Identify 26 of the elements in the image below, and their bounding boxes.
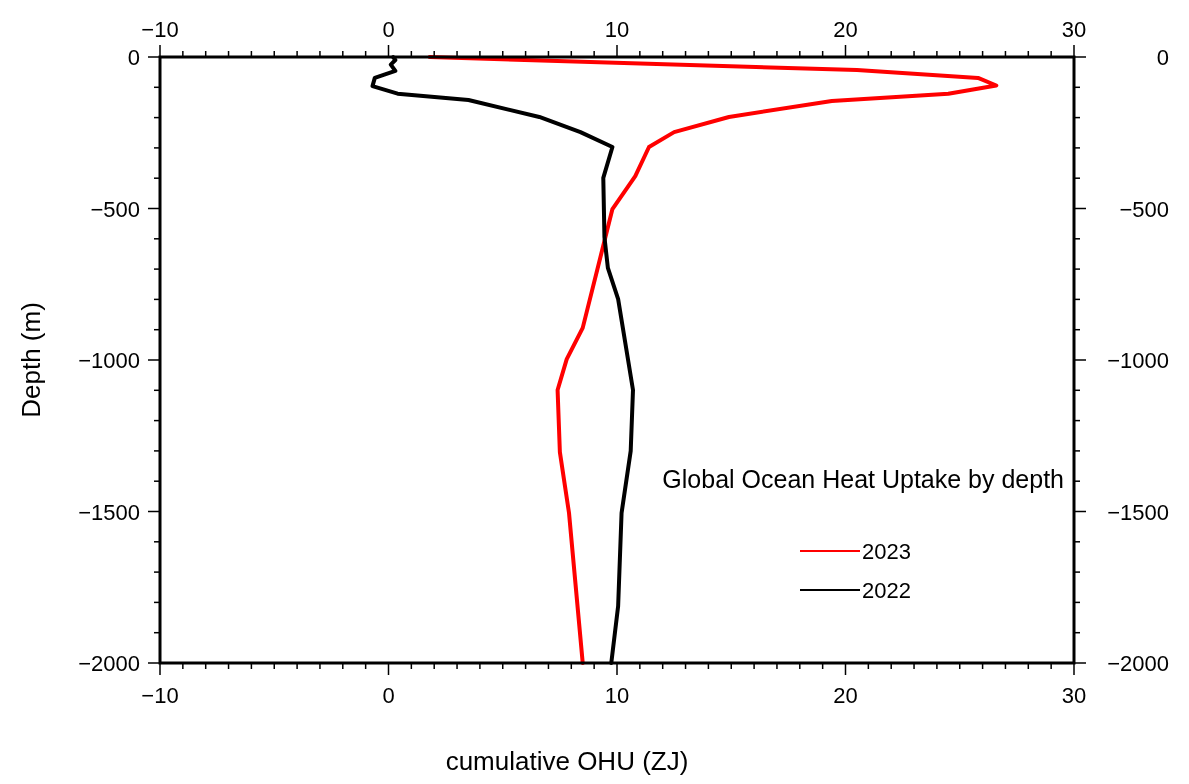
annotation: Global Ocean Heat Uptake by depth xyxy=(662,465,1064,493)
y2-tick-label: −500 xyxy=(1119,196,1169,222)
x2-tick-label: 20 xyxy=(833,683,858,708)
legend-label: 2022 xyxy=(862,578,911,603)
y-axis-title: Depth (m) xyxy=(16,302,46,418)
x2-tick-label: 0 xyxy=(382,683,395,708)
y-tick-label: −500 xyxy=(90,196,140,222)
x2-tick-label: 10 xyxy=(604,683,630,708)
y-tick-label: −1000 xyxy=(78,348,140,373)
x-tick-label: −10 xyxy=(141,17,179,42)
y-tick-label: −2000 xyxy=(78,651,140,676)
x-tick-label: 30 xyxy=(1061,17,1087,42)
y2-tick-label: −1500 xyxy=(1107,499,1169,525)
x2-tick-label: 30 xyxy=(1061,683,1087,708)
y2-tick-label: 0 xyxy=(1156,45,1169,70)
y-tick-label: −1500 xyxy=(78,499,140,525)
x-axis-title: cumulative OHU (ZJ) xyxy=(445,746,689,776)
y2-tick-label: −2000 xyxy=(1107,651,1169,676)
y2-tick-label: −1000 xyxy=(1107,348,1169,373)
x-tick-label: 10 xyxy=(604,17,630,42)
x-tick-label: 0 xyxy=(382,17,395,42)
x-tick-label: 20 xyxy=(833,17,858,42)
legend-label: 2023 xyxy=(862,539,911,564)
y-tick-label: 0 xyxy=(127,45,140,70)
x2-tick-label: −10 xyxy=(141,683,179,708)
line-series xyxy=(427,55,999,665)
